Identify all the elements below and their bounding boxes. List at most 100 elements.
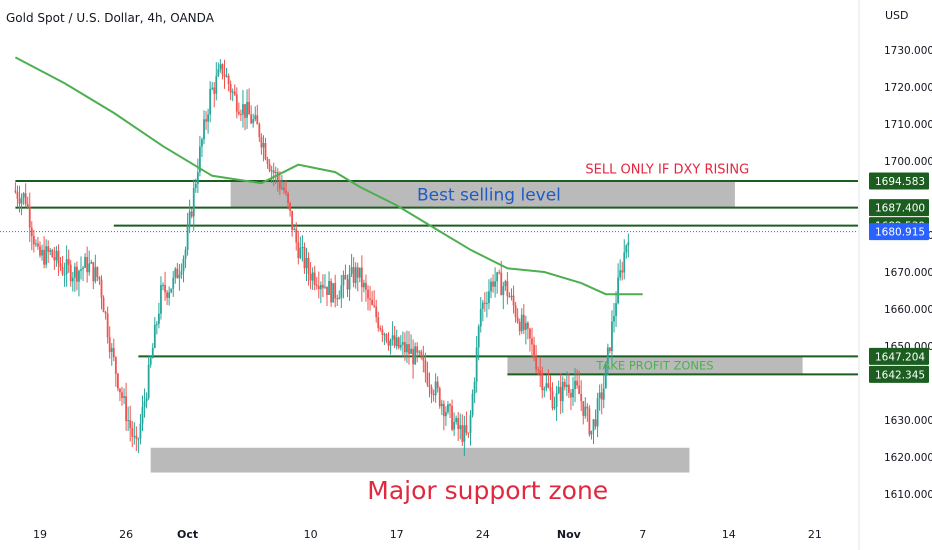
candle-body (201, 139, 203, 147)
candle-body (602, 388, 605, 400)
candle-body (326, 286, 328, 295)
candle-body (529, 328, 531, 339)
candle-body (264, 143, 267, 160)
candle-body (192, 188, 195, 217)
candle-body (37, 243, 39, 247)
candle-body (313, 272, 316, 285)
candle-body (527, 322, 529, 329)
zone-rect (230, 181, 735, 208)
candle-body (518, 321, 521, 332)
price-tag-bg (869, 172, 929, 190)
candle-body (356, 267, 359, 278)
candle-body (168, 292, 171, 298)
candle-body (22, 193, 25, 198)
candle-body (576, 380, 578, 386)
candle-body (117, 373, 119, 389)
candle-body (617, 277, 619, 304)
candle-body (207, 114, 209, 122)
candle-body (71, 277, 74, 282)
candle-body (449, 404, 451, 406)
y-tick-label: 1610.000 (884, 489, 932, 501)
candle-body (84, 257, 86, 268)
y-tick-label: 1700.000 (884, 156, 932, 168)
candle-body (63, 274, 66, 276)
moving-average-line (14, 56, 643, 296)
candle-body (365, 282, 367, 290)
candle-body (568, 384, 570, 393)
candle-body (102, 297, 105, 313)
candle-body (229, 84, 232, 93)
candle-body (363, 282, 365, 288)
candle-body (211, 87, 214, 90)
x-tick-label: Nov (557, 528, 582, 541)
zone-label-best-selling: Best selling level (417, 185, 561, 205)
candle-body (438, 388, 441, 407)
candle-body (469, 415, 472, 433)
candle-body (598, 392, 601, 399)
candle-body (328, 281, 330, 295)
candle-body (445, 412, 447, 417)
candle-body (106, 313, 109, 338)
candle-body (494, 281, 496, 287)
candle-body (88, 263, 91, 273)
candle-body (225, 75, 228, 77)
candle-body (199, 146, 201, 173)
candle-body (352, 267, 355, 283)
candle-body (180, 271, 183, 275)
candle-body (498, 272, 501, 274)
price-tag-bg (869, 347, 929, 365)
candle-body (537, 369, 540, 371)
candle-body (194, 183, 197, 189)
candle-body (240, 114, 242, 116)
x-tick-label: 19 (33, 528, 47, 541)
candle-body (209, 89, 212, 115)
candle-body (303, 246, 306, 269)
candle-body (254, 115, 257, 120)
zones-layer (150, 181, 803, 473)
candle-body (604, 364, 607, 389)
candle-body (399, 344, 402, 348)
zone-rect (150, 447, 690, 473)
candle-body (541, 372, 544, 391)
candle-body (145, 397, 148, 402)
candle-body (354, 267, 357, 283)
candle-body (531, 338, 533, 345)
candle-body (73, 266, 76, 278)
candle-body (108, 337, 111, 352)
candle-body (174, 268, 177, 278)
candle-body (561, 381, 564, 402)
candle-body (506, 281, 509, 297)
candle-body (53, 257, 56, 261)
candle-body (301, 246, 304, 248)
candle-body (391, 335, 394, 340)
candle-body (322, 284, 324, 288)
candle-body (514, 305, 517, 318)
candle-body (227, 75, 230, 85)
annotation-layer: Best selling level TAKE PROFIT ZONES Major… (367, 162, 749, 505)
candle-body (272, 170, 275, 173)
candle-body (559, 386, 562, 402)
candle-body (299, 247, 302, 259)
candle-body (447, 404, 449, 413)
candle-body (486, 303, 488, 305)
candle-body (621, 270, 624, 273)
candle-body (43, 249, 45, 265)
candle-body (137, 438, 140, 440)
candle-body (369, 298, 371, 300)
candle-body (307, 258, 310, 274)
candle-body (563, 381, 566, 387)
candle-body (584, 406, 587, 416)
candle-body (590, 430, 593, 435)
price-tag-label: 1642.345 (875, 369, 925, 381)
price-tag-label: 1694.583 (875, 176, 925, 188)
y-tick-label: 1730.000 (884, 45, 932, 57)
candle-body (406, 344, 408, 353)
candle-body (26, 203, 29, 207)
candle-body (100, 279, 103, 298)
candle-body (151, 347, 154, 359)
candle-body (451, 405, 453, 430)
candle-body (217, 69, 220, 76)
candle-body (535, 357, 537, 370)
candle-body (346, 279, 349, 290)
